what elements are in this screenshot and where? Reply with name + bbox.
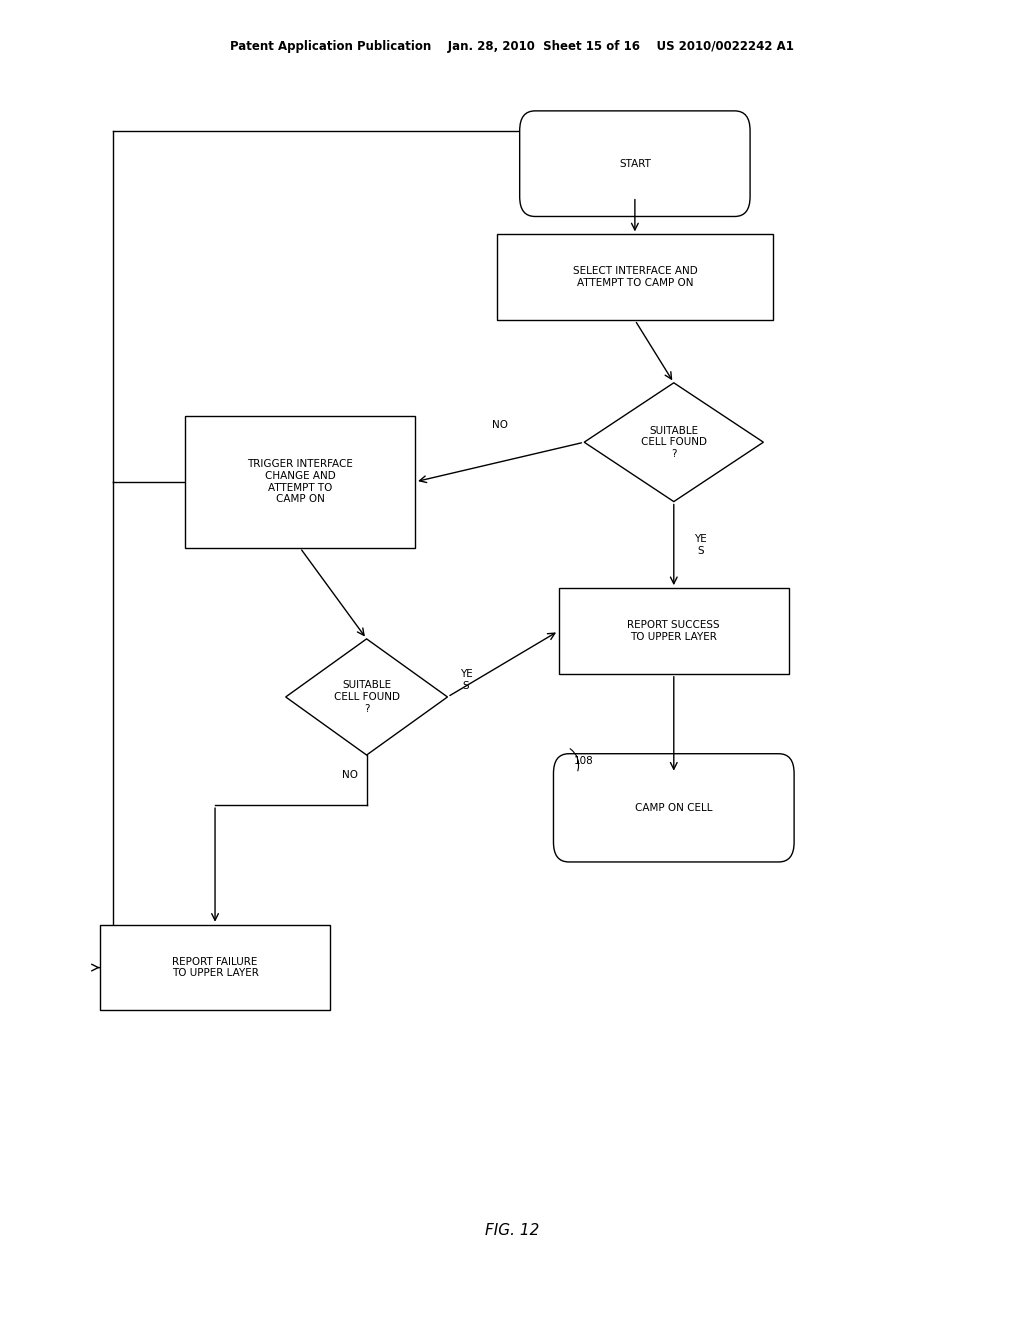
- Text: SUITABLE
CELL FOUND
?: SUITABLE CELL FOUND ?: [334, 680, 399, 714]
- Text: YE
S: YE S: [694, 535, 707, 556]
- Text: START: START: [618, 158, 651, 169]
- Text: CAMP ON CELL: CAMP ON CELL: [635, 803, 713, 813]
- Text: REPORT FAILURE
TO UPPER LAYER: REPORT FAILURE TO UPPER LAYER: [172, 957, 258, 978]
- Text: TRIGGER INTERFACE
CHANGE AND
ATTEMPT TO
CAMP ON: TRIGGER INTERFACE CHANGE AND ATTEMPT TO …: [247, 459, 353, 504]
- FancyBboxPatch shape: [553, 754, 795, 862]
- Bar: [497, 235, 773, 319]
- Bar: [99, 924, 330, 1011]
- Text: SUITABLE
CELL FOUND
?: SUITABLE CELL FOUND ?: [641, 425, 707, 459]
- Text: NO: NO: [342, 770, 358, 780]
- Polygon shape: [584, 383, 764, 502]
- Text: Patent Application Publication    Jan. 28, 2010  Sheet 15 of 16    US 2010/00222: Patent Application Publication Jan. 28, …: [230, 40, 794, 53]
- Text: NO: NO: [492, 420, 508, 430]
- Text: 108: 108: [573, 755, 594, 766]
- FancyBboxPatch shape: [519, 111, 750, 216]
- Polygon shape: [286, 639, 447, 755]
- Text: REPORT SUCCESS
TO UPPER LAYER: REPORT SUCCESS TO UPPER LAYER: [628, 620, 720, 642]
- Text: FIG. 12: FIG. 12: [484, 1222, 540, 1238]
- Bar: [559, 589, 788, 673]
- Text: SELECT INTERFACE AND
ATTEMPT TO CAMP ON: SELECT INTERFACE AND ATTEMPT TO CAMP ON: [572, 267, 697, 288]
- Bar: [184, 416, 416, 548]
- Text: YE
S: YE S: [460, 669, 472, 690]
